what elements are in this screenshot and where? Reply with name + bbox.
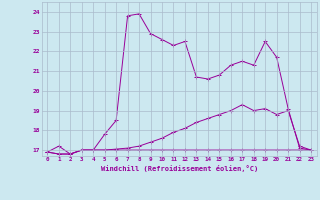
X-axis label: Windchill (Refroidissement éolien,°C): Windchill (Refroidissement éolien,°C) [100,165,258,172]
